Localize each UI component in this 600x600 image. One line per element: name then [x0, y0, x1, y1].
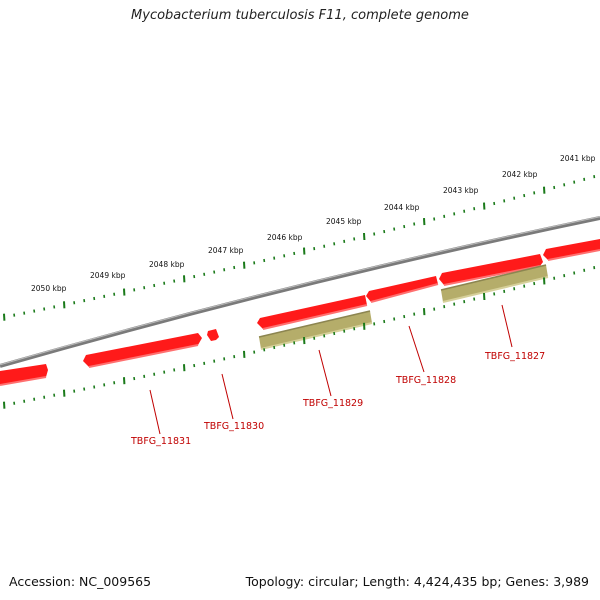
ruler-label: 2044 kbp [384, 203, 420, 212]
ruler-label: 2048 kbp [149, 260, 185, 269]
gene-block[interactable] [83, 333, 202, 367]
ruler-labels: 2041 kbp 2042 kbp 2043 kbp 2044 kbp 2045… [31, 154, 596, 293]
upper-ruler-ticks [3, 175, 596, 321]
gene-labels: TBFG_11827 TBFG_11828 TBFG_11829 TBFG_11… [130, 351, 545, 447]
gene-label-leaders [149, 304, 513, 435]
map-title: Mycobacterium tuberculosis F11, complete… [131, 8, 469, 23]
lower-ruler-ticks [3, 266, 596, 409]
ruler-label: 2045 kbp [326, 217, 362, 226]
ruler-label: 2041 kbp [560, 154, 596, 163]
gene-label-tbfg-11831[interactable]: TBFG_11831 [130, 436, 191, 447]
forward-gene-track [0, 239, 600, 386]
gene-label-tbfg-11829[interactable]: TBFG_11829 [302, 398, 363, 409]
gene-block[interactable] [439, 254, 543, 285]
ruler-label: 2047 kbp [208, 246, 244, 255]
gene-block[interactable] [366, 276, 438, 302]
gene-label-tbfg-11828[interactable]: TBFG_11828 [395, 375, 456, 386]
gene-block[interactable] [207, 329, 219, 341]
ruler-label: 2046 kbp [267, 233, 303, 242]
cds-track [258, 264, 549, 350]
gene-block[interactable] [257, 295, 367, 329]
accession-text: Accession: NC_009565 [9, 574, 152, 589]
gene-block[interactable] [0, 364, 48, 385]
genome-summary-text: Topology: circular; Length: 4,424,435 bp… [245, 574, 589, 589]
cds-block[interactable] [441, 265, 548, 302]
ruler-label: 2050 kbp [31, 284, 67, 293]
ruler-label: 2043 kbp [443, 186, 479, 195]
ruler-label: 2049 kbp [90, 271, 126, 280]
cds-block[interactable] [259, 311, 372, 349]
gene-label-tbfg-11830[interactable]: TBFG_11830 [203, 421, 264, 432]
ruler-label: 2042 kbp [502, 170, 538, 179]
genome-backbone [0, 216, 600, 368]
gene-block[interactable] [543, 239, 600, 260]
gene-label-tbfg-11827[interactable]: TBFG_11827 [484, 351, 545, 362]
